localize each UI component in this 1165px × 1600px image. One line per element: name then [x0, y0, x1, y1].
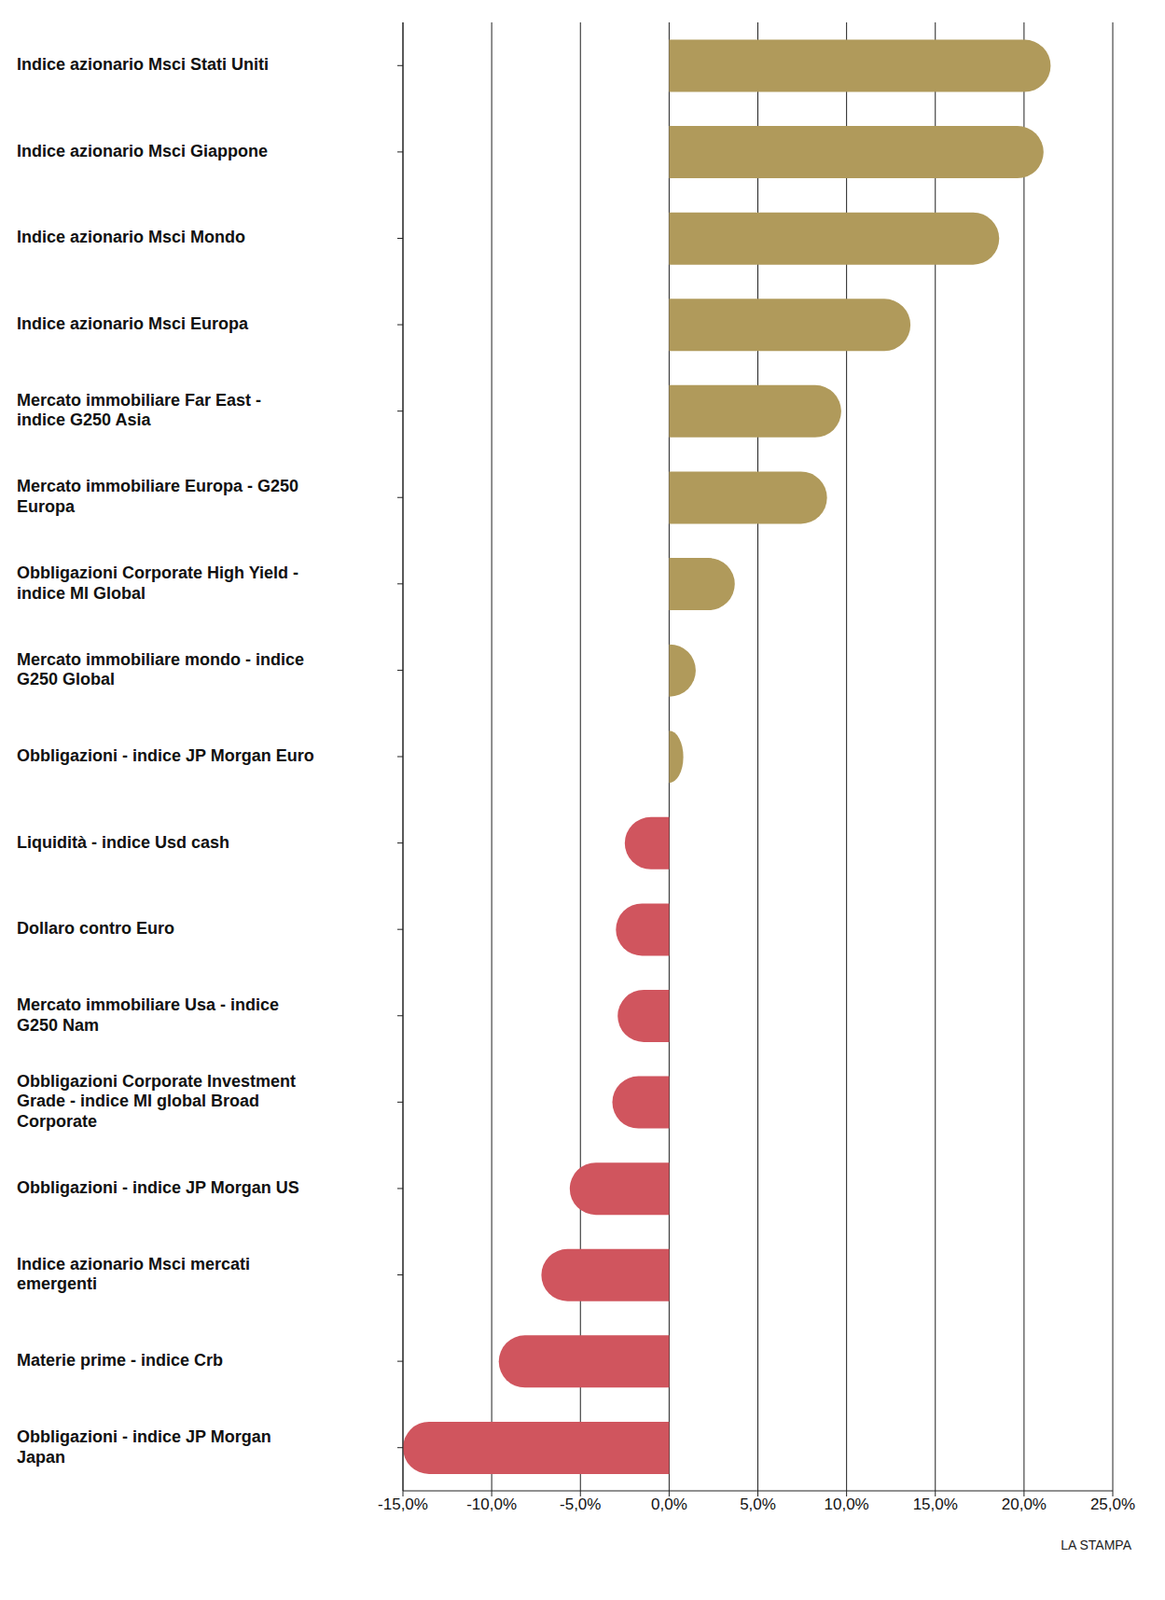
svg-text:Indice azionario Msci Giappone: Indice azionario Msci Giappone [16, 141, 268, 161]
svg-text:5,0%: 5,0% [739, 1495, 777, 1513]
svg-text:0,0%: 0,0% [651, 1495, 688, 1513]
svg-text:-5,0%: -5,0% [559, 1495, 601, 1513]
svg-text:Mercato immobiliare Usa - indi: Mercato immobiliare Usa - indiceG250 Nam [16, 995, 279, 1035]
svg-text:Indice azionario Msci Mondo: Indice azionario Msci Mondo [16, 227, 246, 247]
svg-text:20,0%: 20,0% [1001, 1495, 1047, 1513]
svg-text:-10,0%: -10,0% [466, 1495, 517, 1513]
svg-text:25,0%: 25,0% [1090, 1495, 1136, 1513]
svg-text:Materie prime - indice Crb: Materie prime - indice Crb [16, 1350, 223, 1370]
svg-text:Dollaro contro Euro: Dollaro contro Euro [16, 918, 175, 938]
svg-text:Indice azionario Msci Stati Un: Indice azionario Msci Stati Uniti [16, 55, 269, 74]
html-text:LA STAMPA: LA STAMPA [1060, 1537, 1132, 1553]
svg-text:Mercato immobiliare Europa - G: Mercato immobiliare Europa - G250Europa [16, 476, 299, 516]
svg-text:Mercato immobiliare mondo - in: Mercato immobiliare mondo - indiceG250 G… [16, 649, 305, 689]
svg-text:Indice azionario Msci mercatie: Indice azionario Msci mercatiemergenti [16, 1253, 250, 1293]
svg-text:Obbligazioni - indice JP Morga: Obbligazioni - indice JP Morgan Euro [16, 746, 315, 765]
svg-text:Obbligazioni - indice JP Morga: Obbligazioni - indice JP MorganJapan [16, 1427, 272, 1467]
svg-text:-15,0%: -15,0% [377, 1495, 429, 1513]
svg-text:Obbligazioni - indice JP Morga: Obbligazioni - indice JP Morgan US [16, 1178, 300, 1197]
svg-text:15,0%: 15,0% [913, 1495, 958, 1513]
svg-text:Obbligazioni Corporate Investm: Obbligazioni Corporate InvestmentGrade -… [16, 1071, 296, 1131]
svg-text:Liquidità - indice Usd cash: Liquidità - indice Usd cash [16, 832, 230, 851]
svg-text:Indice azionario Msci Europa: Indice azionario Msci Europa [16, 314, 250, 333]
svg-text:10,0%: 10,0% [824, 1495, 870, 1513]
svg-text:Mercato immobiliare Far East -: Mercato immobiliare Far East -indice G25… [16, 390, 262, 430]
svg-text:Obbligazioni Corporate High Yi: Obbligazioni Corporate High Yield -indic… [16, 563, 299, 603]
